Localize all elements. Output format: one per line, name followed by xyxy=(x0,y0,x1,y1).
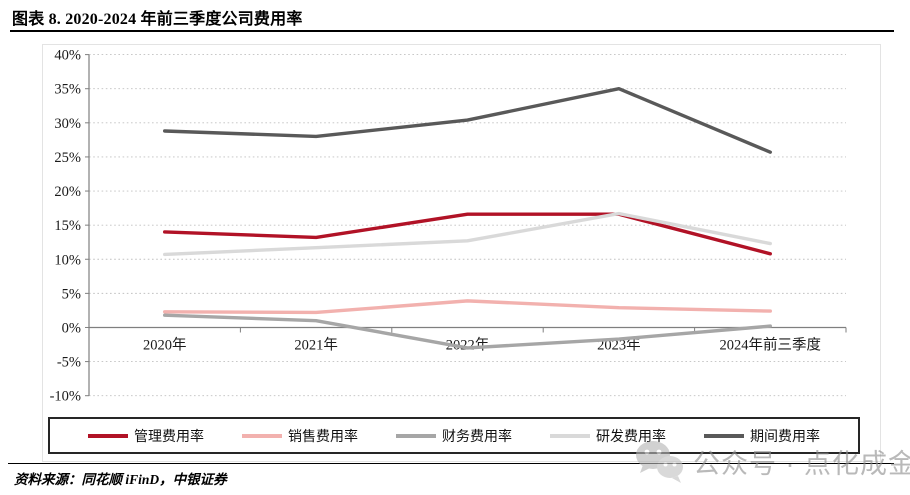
y-axis-label: 10% xyxy=(54,252,81,268)
legend-swatch xyxy=(88,433,128,438)
y-axis-label: 30% xyxy=(54,116,81,132)
x-axis-label: 2020年 xyxy=(143,336,187,353)
series-line-期间费用率 xyxy=(162,87,772,154)
series-line-销售费用率 xyxy=(162,299,772,315)
y-axis-label: 5% xyxy=(62,286,81,302)
legend-label: 研发费用率 xyxy=(596,429,666,445)
line-chart-plot: 40% 35% 30% 25% 20% 15% 10% 5% 0% -5% -10% 2020年 202… xyxy=(50,48,847,405)
chart-area: 40% 35% 30% 25% 20% 15% 10% 5% 0% -5% -10% 2020年 202… xyxy=(42,44,881,462)
legend-item: 销售费用率 xyxy=(242,426,358,446)
y-axis-label: 40% xyxy=(54,48,81,64)
source-text: 资料来源：同花顺 iFinD，中银证券 xyxy=(14,472,227,487)
y-axis-label: 0% xyxy=(62,320,81,336)
y-axis-label: -5% xyxy=(57,355,81,371)
chart-legend: 管理费用率 销售费用率 财务费用率 研发费用率 期间费用率 xyxy=(48,417,860,454)
legend-item: 管理费用率 xyxy=(88,426,204,446)
y-axis-label: 15% xyxy=(54,218,81,234)
legend-label: 管理费用率 xyxy=(134,429,204,445)
y-axis-label: 20% xyxy=(54,184,81,200)
x-axis-label: 2024年前三季度 xyxy=(720,336,822,353)
figure-title: 图表 8. 2020-2024 年前三季度公司费用率 xyxy=(12,11,303,28)
legend-item: 期间费用率 xyxy=(704,426,820,446)
legend-swatch xyxy=(396,433,436,438)
series-line-管理费用率 xyxy=(162,212,772,256)
series-line-财务费用率 xyxy=(162,313,772,350)
legend-swatch xyxy=(242,433,282,438)
y-axis-label: 35% xyxy=(54,82,81,98)
title-divider xyxy=(10,30,894,32)
x-axis-label: 2021年 xyxy=(294,336,338,353)
legend-item: 研发费用率 xyxy=(550,426,666,446)
y-axis-label: 25% xyxy=(54,150,81,166)
legend-swatch xyxy=(550,433,590,438)
legend-label: 期间费用率 xyxy=(750,429,820,445)
legend-item: 财务费用率 xyxy=(396,426,512,446)
y-axis-label: -10% xyxy=(50,389,81,405)
series-line-研发费用率 xyxy=(162,211,772,257)
legend-label: 财务费用率 xyxy=(442,429,512,445)
figure-bottom-divider xyxy=(8,463,894,464)
x-axis-label: 2022年 xyxy=(446,336,490,353)
legend-swatch xyxy=(704,433,744,438)
legend-label: 销售费用率 xyxy=(288,429,358,445)
